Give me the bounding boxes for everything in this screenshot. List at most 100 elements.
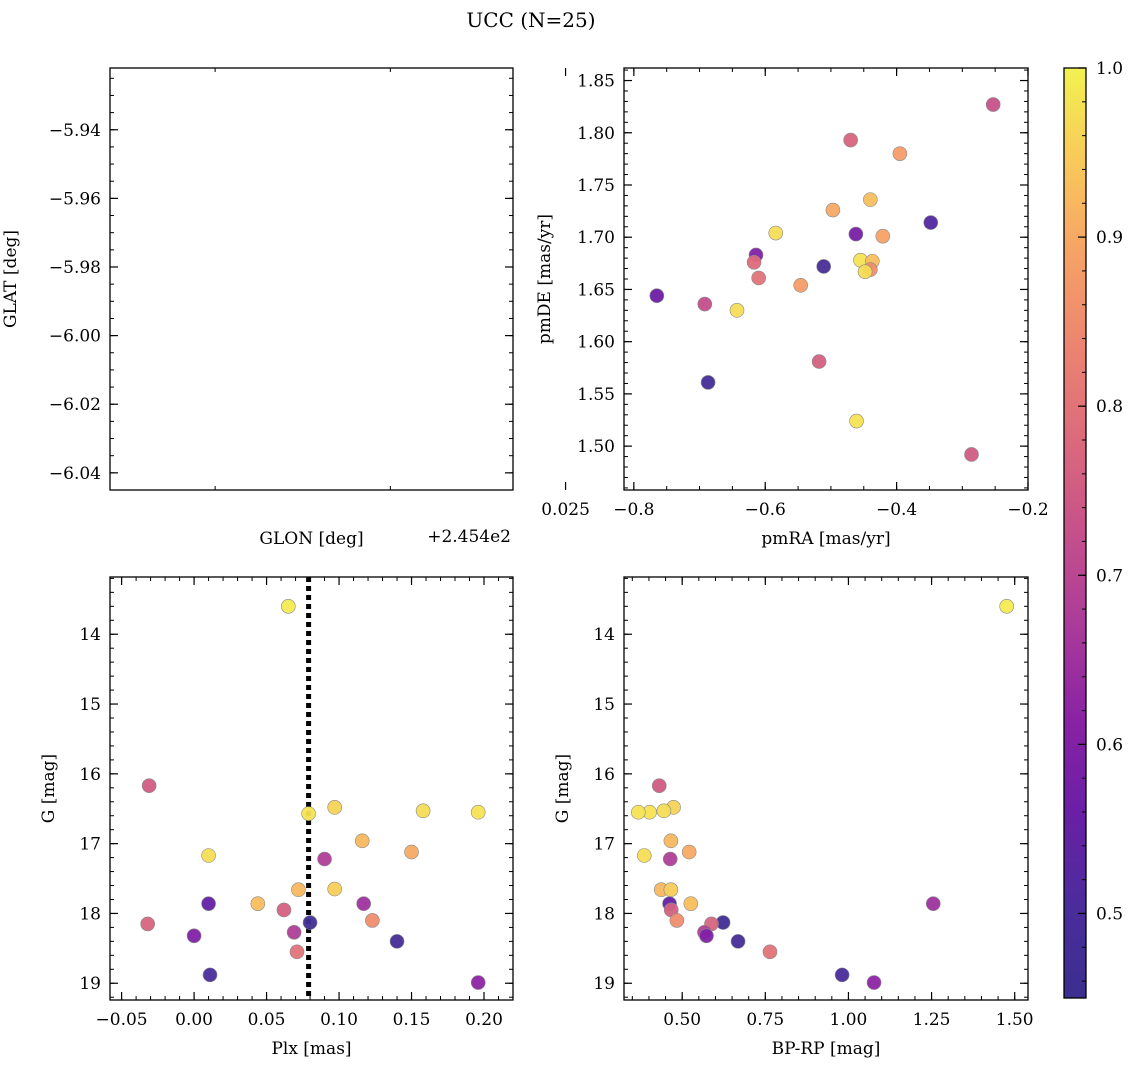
data-point [140,916,155,932]
x-tick-label: 0.50 [663,1010,701,1030]
x-tick-label: 1.50 [996,1010,1034,1030]
colorbar-tick-label: 0.9 [1096,228,1123,248]
data-point [327,881,342,897]
y-tick-label: 15 [593,695,615,715]
x-tick-label: 0.05 [248,1010,286,1030]
y-axis-label: GLAT [deg] [1,230,21,328]
data-point [825,202,841,218]
y-tick-label: −5.94 [49,121,101,141]
x-tick-label: 0.10 [320,1010,358,1030]
data-point [630,804,646,820]
subplot-1: 0.0250.0500.0750.100−5.94−5.96−5.98−6.00… [1,67,1136,549]
data-point [201,848,216,863]
data-point [811,354,827,369]
data-point [999,599,1015,614]
data-layer [140,577,486,1000]
y-axis-label: G [mag] [553,754,573,823]
x-tick-label: 0.20 [465,1010,503,1030]
data-point [541,425,555,439]
panels-layer: 0.0250.0500.0750.100−5.94−5.96−5.98−6.00… [1,67,1136,1059]
y-tick-label: 1.55 [577,385,615,405]
y-tick-label: 1.80 [577,124,615,144]
y-tick-label: −6.00 [49,327,101,347]
y-tick-label: 14 [593,625,615,645]
data-point [281,599,296,614]
data-point [700,375,716,390]
data-point [276,902,292,918]
y-tick-label: 17 [593,835,615,855]
data-point [656,803,672,819]
y-tick-label: 1.70 [577,228,615,248]
data-point [875,228,891,244]
axes-frame [109,67,514,491]
x-axis-label: GLON [deg] [259,529,363,549]
data-point [286,924,302,940]
x-tick-label: 0.025 [541,500,590,520]
data-point [964,447,979,462]
x-axis-label: pmRA [mas/yr] [761,529,890,549]
data-point [663,833,679,849]
data-point [470,804,486,820]
y-tick-label: 18 [79,904,101,924]
data-point [729,303,745,318]
data-point [923,215,939,230]
x-tick-label: −0.2 [1007,500,1048,520]
data-point [662,851,678,867]
axes-frame [109,576,514,1001]
colorbar: 0.5 0.6 0.7 0.8 0.9 1.0 [1063,59,1123,999]
y-tick-label: 15 [79,695,101,715]
y-axis-label: pmDE [mas/yr] [535,214,555,344]
data-point [857,264,873,279]
x-tick-label: −0.8 [613,500,654,520]
colorbar-tick-label: 0.5 [1096,904,1123,924]
data-point [389,934,405,949]
data-point [415,803,431,819]
y-tick-label: −6.04 [49,464,101,484]
data-point [669,913,685,928]
y-tick-label: 18 [593,904,615,924]
data-point [730,934,746,949]
data-point [317,851,332,867]
data-point [327,800,342,815]
y-tick-label: −5.96 [49,189,101,209]
axes-frame [623,576,1029,1001]
data-point [834,967,850,983]
data-point [365,913,380,928]
axes-frame [623,67,1029,491]
data-point [849,413,864,429]
y-tick-label: 19 [593,974,615,994]
data-point [636,848,652,863]
y-tick-label: 1.50 [577,437,615,457]
y-tick-label: −5.98 [49,258,101,278]
suptitle: UCC (N=25) [466,8,595,32]
data-point [843,132,858,148]
colorbar-tick-label: 0.7 [1096,566,1123,586]
data-point [925,896,941,911]
x-tick-label: 1.00 [830,1010,868,1030]
colorbar-tick-label: 0.8 [1096,397,1123,417]
data-point [356,896,371,911]
data-point [289,944,305,960]
data-point [291,882,306,898]
data-point [746,254,762,270]
data-point [768,225,784,241]
y-tick-label: 17 [79,835,101,855]
y-axis-label: G [mag] [39,754,59,823]
y-tick-label: 16 [593,765,615,785]
x-tick-label: −0.05 [96,1010,148,1030]
data-layer [541,116,1136,449]
data-point [663,882,679,898]
data-point [892,146,908,161]
colorbar-gradient [1063,67,1087,999]
x-tick-label: −0.4 [876,500,917,520]
y-tick-label: 16 [79,765,101,785]
x-tick-label: 0.75 [746,1010,784,1030]
data-point [848,226,864,242]
data-layer [649,97,1001,462]
data-point [470,975,486,990]
data-point [793,277,809,293]
data-point [866,975,882,990]
data-point [751,270,766,286]
data-point [141,778,157,794]
data-point [985,97,1001,112]
